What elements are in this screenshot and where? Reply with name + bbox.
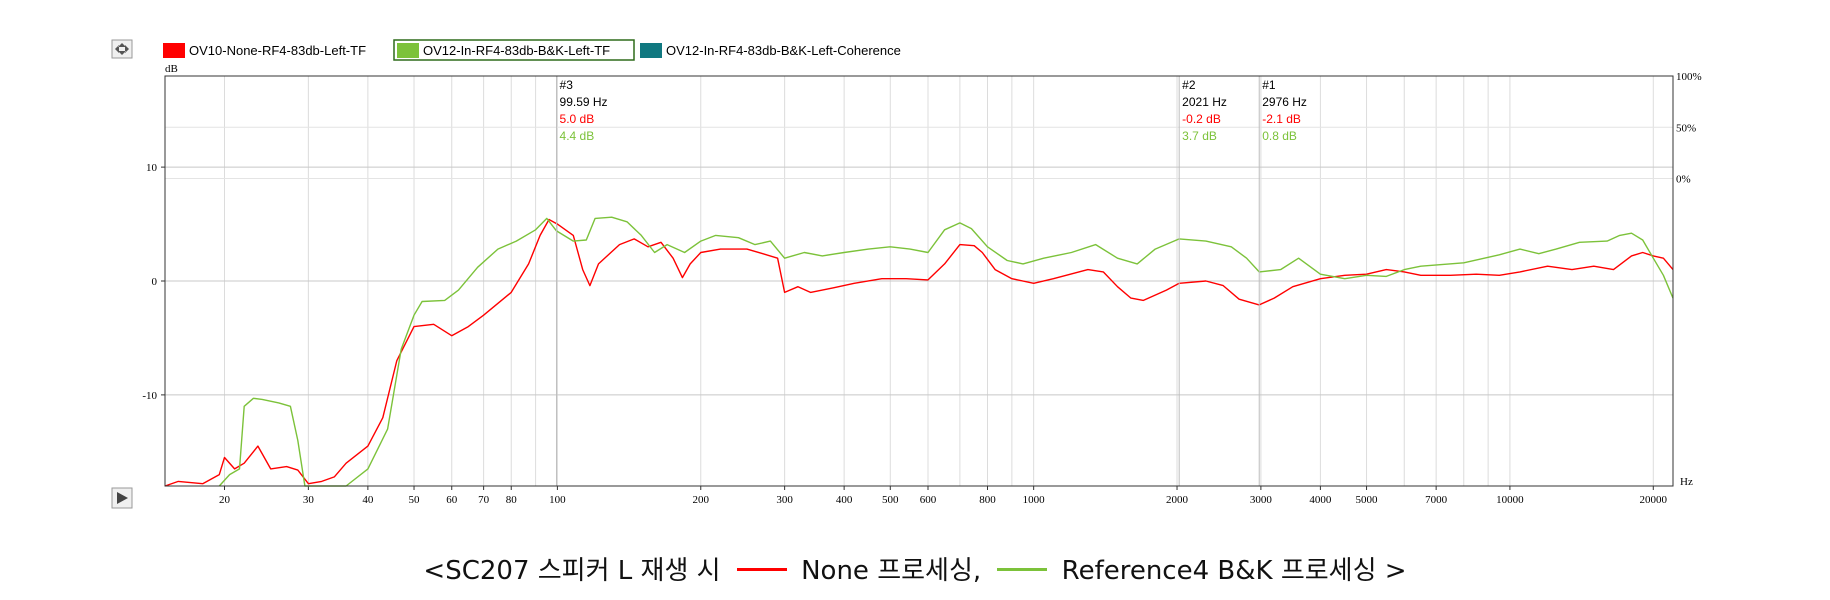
x-axis-unit: Hz bbox=[1680, 476, 1693, 488]
x-tick-label: 20 bbox=[219, 494, 231, 506]
x-tick-label: 200 bbox=[693, 494, 710, 506]
coherence-tick-label: 50% bbox=[1676, 122, 1696, 134]
coherence-tick-label: 100% bbox=[1676, 71, 1702, 83]
caption-none-label: None 프로세싱, bbox=[801, 556, 982, 586]
caption-red-line bbox=[736, 568, 787, 571]
y-axis-ticks: 10 0 -10 bbox=[142, 162, 165, 402]
marker-label: 0.8 dB bbox=[1262, 129, 1297, 143]
marker-label: 5.0 dB bbox=[560, 112, 595, 126]
series-line-none bbox=[164, 218, 1674, 487]
marker-label: 2976 Hz bbox=[1262, 95, 1307, 109]
marker-label: 4.4 dB bbox=[560, 129, 595, 143]
x-tick-label: 400 bbox=[836, 494, 853, 506]
play-icon[interactable] bbox=[111, 487, 133, 509]
caption-green-line bbox=[997, 568, 1048, 571]
coherence-tick-label: 0% bbox=[1676, 174, 1691, 186]
legend-label-teal[interactable]: OV12-In-RF4-83db-B&K-Left-Coherence bbox=[666, 43, 901, 58]
markers-layer: #3 99.59 Hz 5.0 dB 4.4 dB #2 2021 Hz -0.2 dB 3.… bbox=[556, 76, 1307, 486]
x-tick-label: 500 bbox=[882, 494, 899, 506]
marker-label: #1 bbox=[1262, 78, 1276, 92]
caption: <SC207 스피커 L 재생 시 None 프로세싱, Reference4 … bbox=[0, 550, 1830, 587]
x-tick-label: 10000 bbox=[1496, 494, 1524, 506]
x-tick-label: 300 bbox=[776, 494, 793, 506]
x-tick-label: 5000 bbox=[1356, 494, 1379, 506]
legend-label-red[interactable]: OV10-None-RF4-83db-Left-TF bbox=[189, 43, 366, 58]
y-tick-label: 0 bbox=[152, 276, 158, 288]
legend: OV10-None-RF4-83db-Left-TF OV12-In-RF4-8… bbox=[163, 39, 901, 61]
x-tick-label: 800 bbox=[979, 494, 996, 506]
marker-label: 2021 Hz bbox=[1182, 95, 1227, 109]
legend-swatch-red[interactable] bbox=[163, 43, 185, 58]
marker-label: 99.59 Hz bbox=[560, 95, 608, 109]
y-axis-label: dB bbox=[165, 63, 178, 75]
caption-title: <SC207 스피커 L 재생 시 bbox=[423, 556, 721, 586]
right-axis-ticks: 100% 50% 0% bbox=[1676, 71, 1702, 186]
move-icon[interactable] bbox=[111, 39, 133, 59]
x-tick-label: 50 bbox=[409, 494, 421, 506]
x-tick-label: 3000 bbox=[1250, 494, 1273, 506]
marker-label: -0.2 dB bbox=[1182, 112, 1221, 126]
x-tick-label: 70 bbox=[478, 494, 490, 506]
x-tick-label: 60 bbox=[446, 494, 458, 506]
grid bbox=[165, 75, 1673, 486]
x-tick-label: 30 bbox=[303, 494, 315, 506]
y-tick-label: -10 bbox=[142, 390, 157, 402]
legend-selected-box bbox=[393, 39, 635, 61]
series-line-reference bbox=[218, 216, 1674, 487]
x-tick-label: 100 bbox=[549, 494, 566, 506]
legend-label-green[interactable]: OV12-In-RF4-83db-B&K-Left-TF bbox=[423, 43, 610, 58]
series-layer bbox=[164, 216, 1674, 487]
x-axis-ticks: 20 30 40 50 60 70 80 100 200 300 400 500 600 800 1000 2… bbox=[219, 486, 1668, 506]
x-tick-label: 20000 bbox=[1640, 494, 1668, 506]
x-tick-label: 7000 bbox=[1425, 494, 1448, 506]
x-tick-label: 600 bbox=[920, 494, 937, 506]
marker-label: #2 bbox=[1182, 78, 1196, 92]
x-tick-label: 4000 bbox=[1309, 494, 1332, 506]
x-tick-label: 1000 bbox=[1023, 494, 1046, 506]
marker-label: #3 bbox=[560, 78, 574, 92]
marker-label: -2.1 dB bbox=[1262, 112, 1301, 126]
x-tick-label: 2000 bbox=[1166, 494, 1189, 506]
marker-label: 3.7 dB bbox=[1182, 129, 1217, 143]
plot-frame bbox=[164, 75, 1674, 487]
caption-ref-label: Reference4 B&K 프로세싱 > bbox=[1061, 556, 1407, 586]
legend-swatch-teal[interactable] bbox=[640, 43, 662, 58]
x-tick-label: 40 bbox=[362, 494, 374, 506]
x-tick-label: 80 bbox=[506, 494, 518, 506]
legend-swatch-green[interactable] bbox=[397, 43, 419, 58]
y-tick-label: 10 bbox=[146, 162, 158, 174]
